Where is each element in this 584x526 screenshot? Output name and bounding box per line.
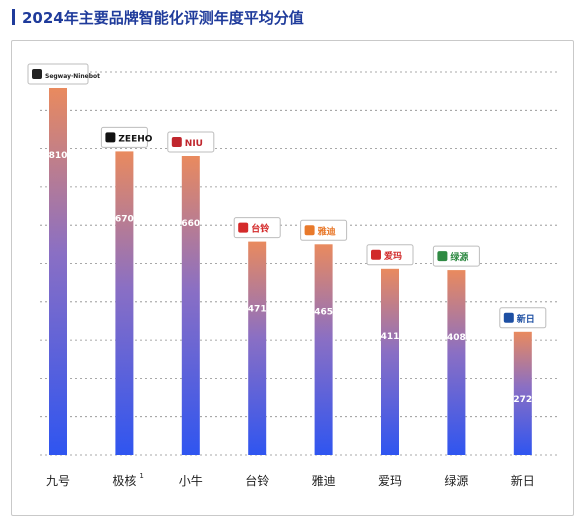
- category-labels: 九号 极核 1 小牛 台铃 雅迪 爱玛 绿源 新日: [46, 472, 535, 488]
- tailg-logo: 台铃: [233, 217, 281, 239]
- bar-爱玛: [381, 268, 399, 455]
- bar-新日: [513, 331, 532, 455]
- category-label: 爱玛: [378, 474, 402, 488]
- bars: 810 670 660 471 465 411 408 272: [49, 88, 532, 455]
- bar-value-label: 670: [115, 214, 134, 224]
- logo-wordmark: NIU: [185, 139, 203, 149]
- logo-wordmark: 新日: [517, 313, 535, 325]
- category-label: 极核: [112, 474, 136, 488]
- logo-wordmark: 绿源: [450, 251, 468, 263]
- luyuan-logo: 绿源: [432, 245, 480, 267]
- logo-wordmark: Segway·Ninebot: [45, 73, 100, 80]
- bar-value-label: 810: [49, 151, 68, 161]
- bar-value-label: 660: [181, 219, 200, 229]
- bar-极核: [115, 151, 134, 455]
- bar-value-label: 471: [248, 305, 267, 315]
- logo-wordmark: 台铃: [251, 223, 270, 235]
- logo-emblem-icon: [238, 222, 249, 233]
- category-label: 雅迪: [312, 473, 336, 488]
- bar-value-label: 465: [314, 307, 333, 317]
- logo-wordmark: 爱玛: [384, 250, 402, 262]
- logo-wordmark: ZEEHO: [118, 134, 152, 144]
- bar-value-label: 408: [447, 333, 466, 343]
- category-label: 新日: [511, 473, 535, 488]
- zeeho-logo: ZEEHO: [100, 126, 153, 148]
- bar-台铃: [248, 241, 267, 455]
- logo-emblem-icon: [371, 249, 381, 260]
- category-superscript: 1: [139, 472, 143, 480]
- title-accent-bar: [12, 9, 15, 25]
- logo-emblem-icon: [171, 137, 182, 147]
- category-label: 九号: [46, 474, 70, 488]
- logo-emblem-icon: [105, 132, 116, 143]
- bar-九号: [49, 88, 67, 455]
- title-bar: 2024年主要品牌智能化评测年度平均分值: [0, 0, 584, 36]
- logo-emblem-icon: [32, 69, 42, 79]
- category-label: 台铃: [245, 473, 269, 488]
- sunra-logo: 新日: [499, 307, 547, 329]
- ninebot-logo: Segway·Ninebot: [27, 63, 100, 85]
- category-label: 小牛: [179, 473, 203, 488]
- bar-小牛: [181, 156, 200, 455]
- yadea-logo: 雅迪: [300, 219, 348, 241]
- category-label: 绿源: [444, 473, 468, 488]
- chart-frame: [11, 40, 574, 516]
- logo-emblem-icon: [304, 225, 315, 236]
- logo-emblem-icon: [503, 312, 514, 323]
- logo-wordmark: 雅迪: [317, 225, 336, 237]
- logo-emblem-icon: [437, 251, 448, 262]
- niu-logo: NIU: [167, 131, 215, 153]
- logo-frame: [27, 63, 89, 85]
- chart-title: 2024年主要品牌智能化评测年度平均分值: [22, 9, 304, 27]
- bar-绿源: [447, 270, 466, 455]
- bar-雅迪: [314, 244, 333, 455]
- bar-value-label: 411: [381, 332, 400, 342]
- bar-value-label: 272: [513, 395, 532, 405]
- aima-logo: 爱玛: [366, 244, 414, 266]
